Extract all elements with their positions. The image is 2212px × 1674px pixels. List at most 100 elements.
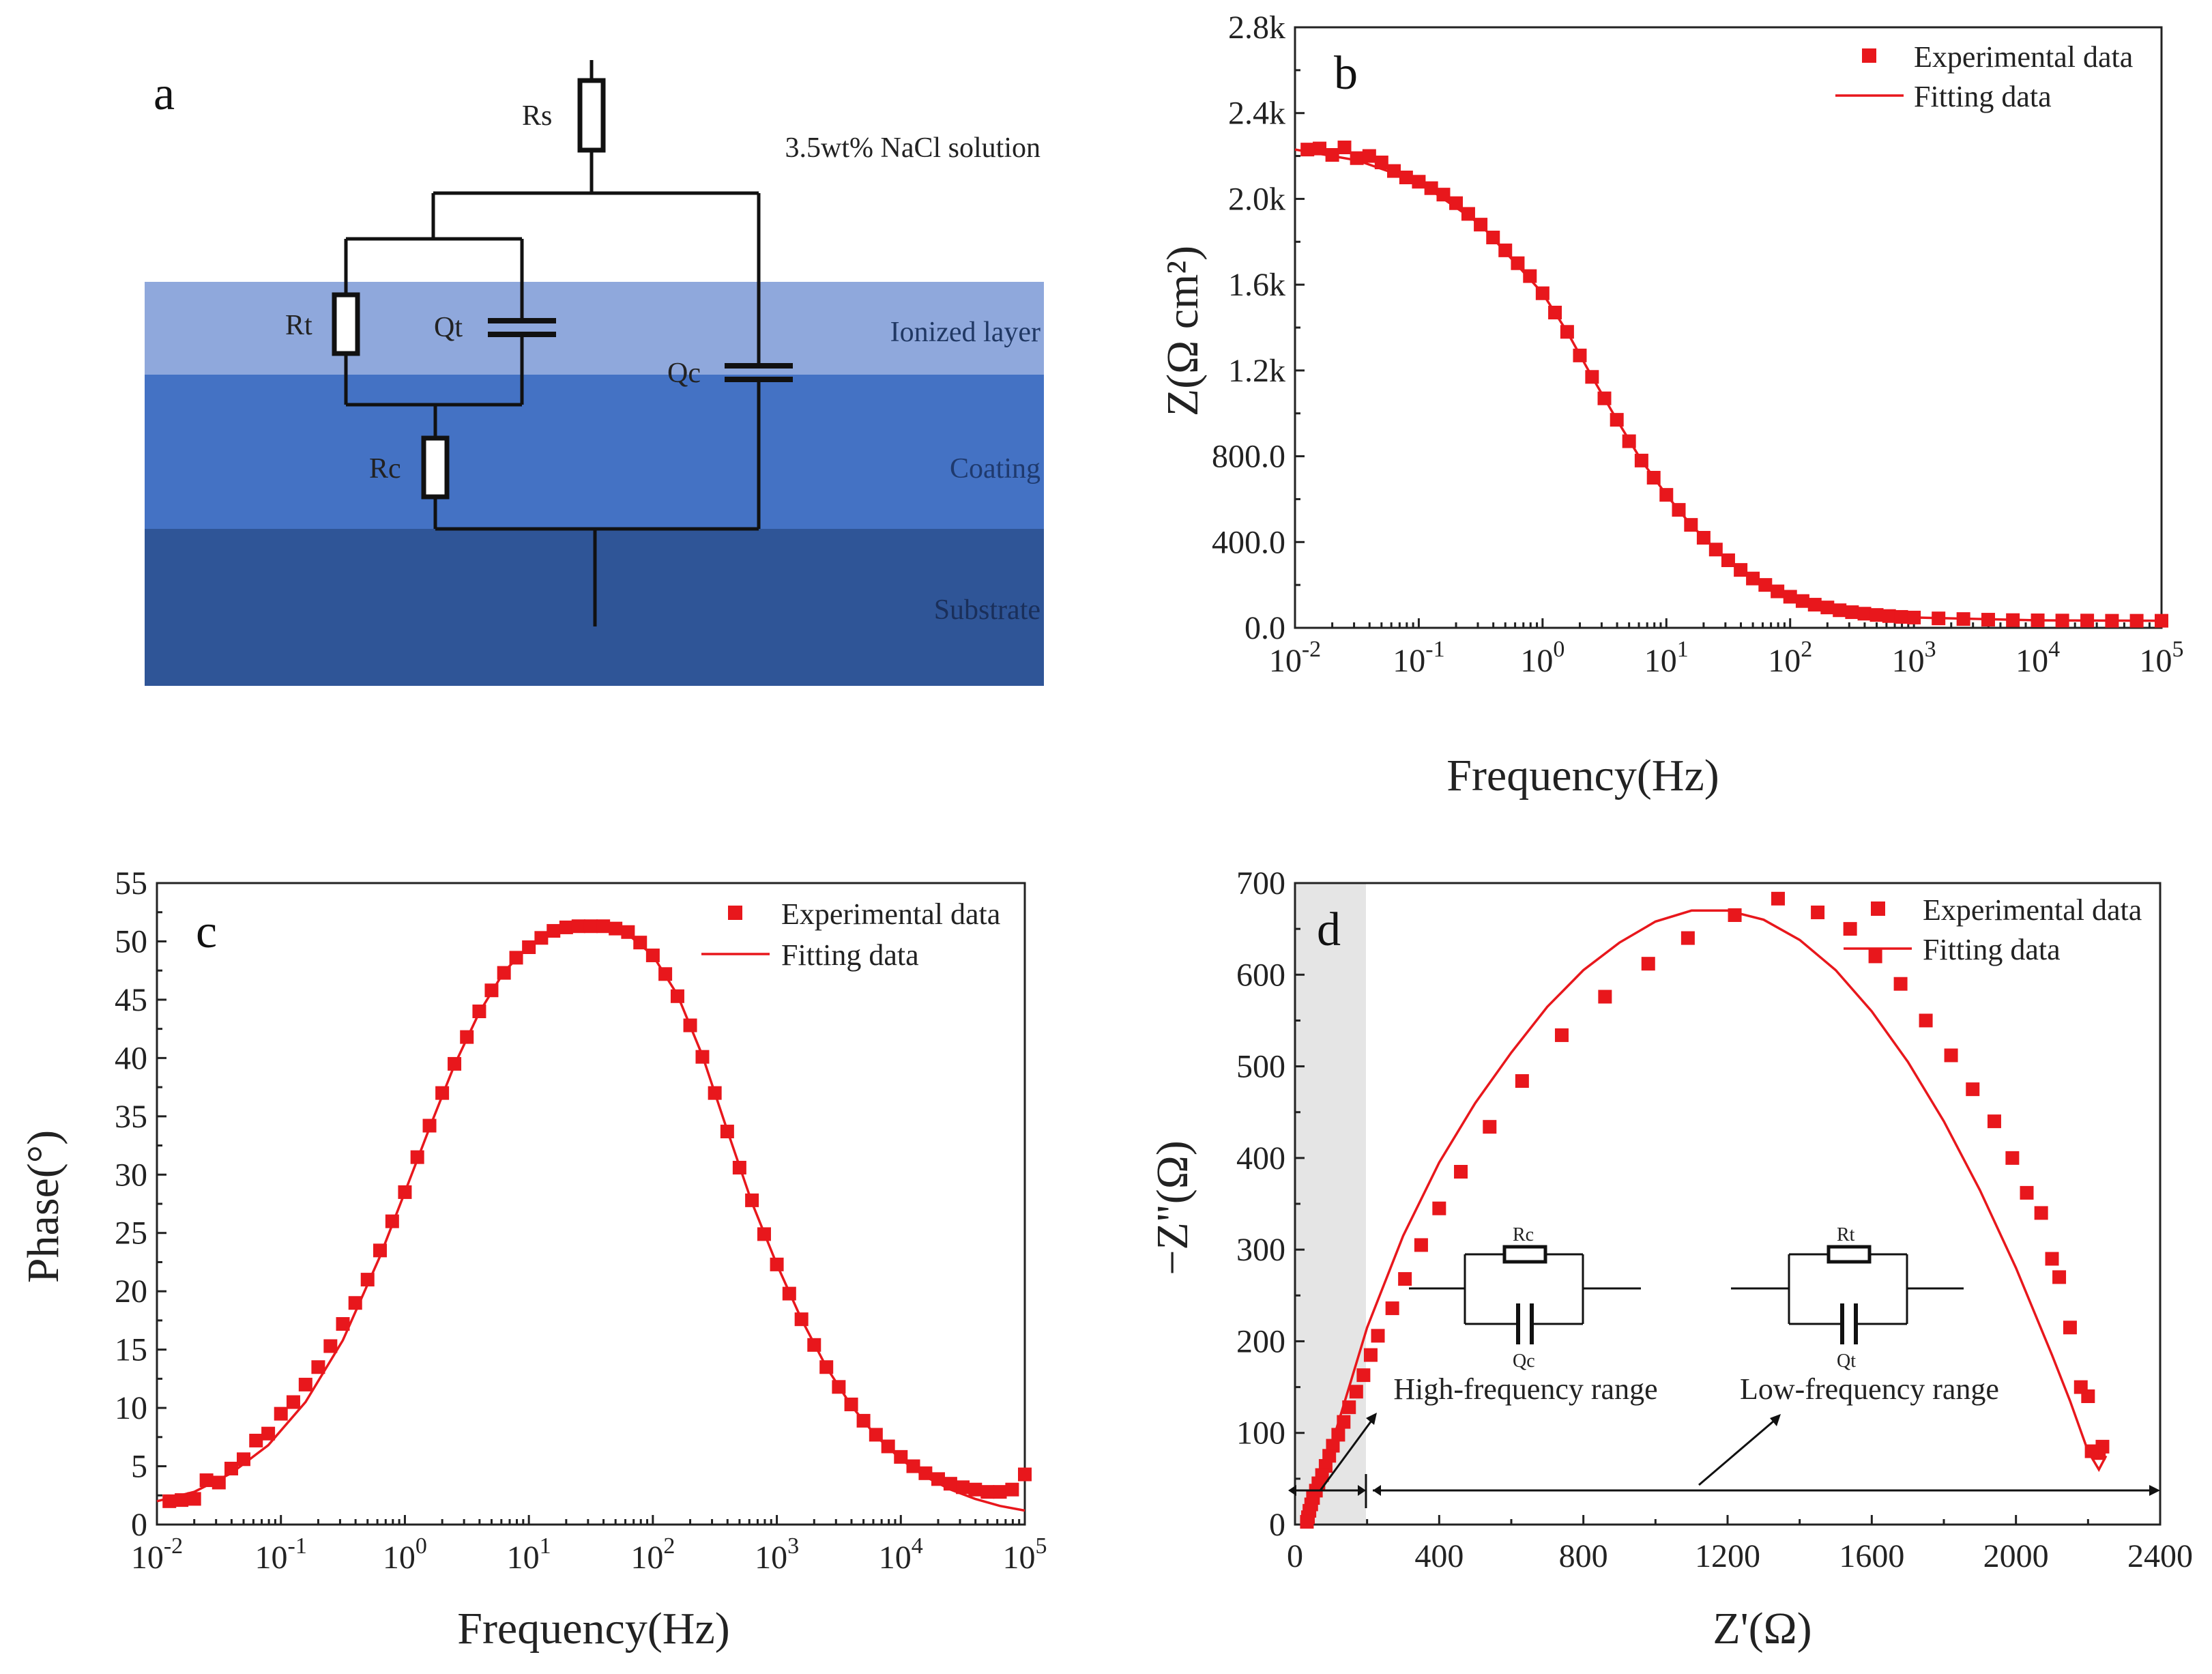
experimental-data-point [1560, 325, 1574, 339]
experimental-data-point [1449, 196, 1464, 210]
experimental-data-point [683, 1018, 697, 1033]
experimental-data-point [708, 1086, 722, 1100]
experimental-data-point [1331, 1428, 1345, 1442]
x-tick-label: 100 [1520, 637, 1565, 679]
panel-b-label: b [1334, 47, 1358, 100]
experimental-data-point [410, 1150, 424, 1164]
x-tick-label: 2000 [1983, 1538, 2049, 1574]
experimental-data-point [1337, 1415, 1351, 1429]
y-tick-label: 55 [115, 865, 147, 901]
experimental-data-point [1424, 181, 1438, 195]
experimental-data-point [522, 940, 536, 954]
x-tick-label: 2400 [2127, 1538, 2193, 1574]
legend-marker-icon [728, 906, 742, 920]
experimental-data-point [1483, 1120, 1497, 1134]
experimental-data-point [1337, 141, 1352, 154]
inset-circuit-high-frequency: Rc Qc [1409, 1224, 1641, 1372]
experimental-data-point [832, 1380, 846, 1394]
experimental-data-point [1981, 613, 1995, 627]
x-tick-label: 800 [1559, 1538, 1608, 1574]
y-tick-label: 0 [1269, 1507, 1285, 1543]
y-tick-label: 35 [115, 1099, 147, 1135]
experimental-data-point [782, 1286, 796, 1301]
rs-label: Rs [522, 100, 552, 132]
x-tick-label: 100 [383, 1533, 427, 1576]
circuit-wires [344, 60, 761, 626]
inset-qc-capacitor-icon [1516, 1303, 1534, 1344]
panel-c-label: c [196, 906, 217, 958]
experimental-data-point [1795, 594, 1809, 608]
panel-b-legend-fitting: Fitting data [1914, 80, 2052, 113]
experimental-data-point [1573, 348, 1587, 362]
experimental-data-point [1412, 175, 1426, 189]
experimental-data-point [1018, 1467, 1032, 1482]
experimental-data-point [1680, 931, 1695, 945]
panel-c-plot-area: 0 5 10 15 20 25 30 35 40 45 50 55 10-2 10-1 100 101 102 1… [115, 865, 1047, 1576]
rs-resistor-icon [577, 78, 606, 153]
experimental-data-point [1868, 949, 1882, 964]
qt-capacitor-icon [488, 318, 556, 337]
experimental-data-point [1597, 391, 1612, 405]
y-tick-label: 400.0 [1212, 524, 1285, 560]
panel-b-xlabel: Frequency(Hz) [1446, 751, 1719, 800]
experimental-data-point [373, 1243, 387, 1258]
experimental-data-point [1721, 553, 1735, 567]
experimental-data-point [658, 967, 673, 981]
experimental-data-point [956, 1480, 970, 1495]
experimental-data-point [931, 1472, 945, 1486]
panel-c-legend: Experimental data Fitting data [701, 897, 1000, 972]
experimental-data-point [906, 1459, 920, 1473]
experimental-data-point [2005, 1151, 2020, 1165]
panel-d-plot-area: 0 100 200 300 400 500 600 700 0 400 800 1200 1600 200… [1236, 865, 2193, 1574]
experimental-data-point [360, 1273, 375, 1287]
panel-c-legend-fitting: Fitting data [781, 938, 919, 972]
plot-frame-b [1294, 26, 2163, 629]
experimental-data-point [745, 1193, 759, 1207]
x-tick-label: 1600 [1839, 1538, 1904, 1574]
experimental-data-point [918, 1466, 933, 1480]
experimental-data-point [398, 1185, 412, 1199]
experimental-data-point [1894, 609, 1908, 624]
experimental-data-point [261, 1426, 276, 1441]
experimental-data-point [1598, 990, 1612, 1004]
experimental-data-point [2052, 1270, 2067, 1284]
experimental-data-point [609, 921, 623, 936]
experimental-data-point [175, 1493, 189, 1507]
experimental-data-point [237, 1452, 251, 1467]
experimental-data-point [1783, 590, 1797, 604]
experimental-data-point [1461, 207, 1475, 221]
coating-layer-band [145, 375, 1044, 529]
y-tick-label: 400 [1236, 1140, 1285, 1177]
experimental-data-point [1659, 488, 1674, 502]
experimental-data-point [162, 1494, 177, 1508]
experimental-data-point [1845, 605, 1859, 620]
experimental-data-point [807, 1338, 821, 1352]
experimental-data-point [298, 1377, 312, 1391]
y-tick-label: 500 [1236, 1049, 1285, 1085]
experimental-data-point [583, 919, 598, 934]
panel-d-legend: Experimental data Fitting data [1844, 893, 2142, 966]
y-tick-label: 50 [115, 923, 147, 959]
high-frequency-range-label: High-frequency range [1393, 1372, 1657, 1406]
experimental-data-point [1486, 231, 1500, 244]
qt-label: Qt [434, 312, 463, 343]
y-tick-label: 1.2k [1228, 353, 1285, 389]
experimental-data-point [484, 983, 499, 998]
experimental-data-point [2105, 614, 2119, 628]
experimental-data-point [2031, 614, 2045, 627]
fitting-data-line [1294, 148, 2162, 622]
y-tick-label: 700 [1236, 865, 1285, 901]
experimental-data-point [348, 1296, 362, 1310]
experimental-data-point [1342, 1400, 1356, 1415]
panel-d-legend-fitting: Fitting data [1923, 933, 2061, 966]
y-tick-label: 100 [1236, 1415, 1285, 1452]
substrate-layer-label: Substrate [934, 594, 1040, 626]
experimental-data-point [1454, 1165, 1468, 1179]
experimental-data-point [732, 1161, 746, 1175]
experimental-data-point [509, 951, 523, 965]
experimental-data-point [1758, 578, 1773, 592]
experimental-data-point [1414, 1238, 1428, 1252]
experimental-data-point [968, 1482, 983, 1497]
panel-b-impedance-plot: 0.0 400.0 800.0 1.2k 1.6k 2.0k 2.4k 2.8k 10-2 10-… [1158, 10, 2184, 800]
experimental-data-point [422, 1119, 437, 1133]
